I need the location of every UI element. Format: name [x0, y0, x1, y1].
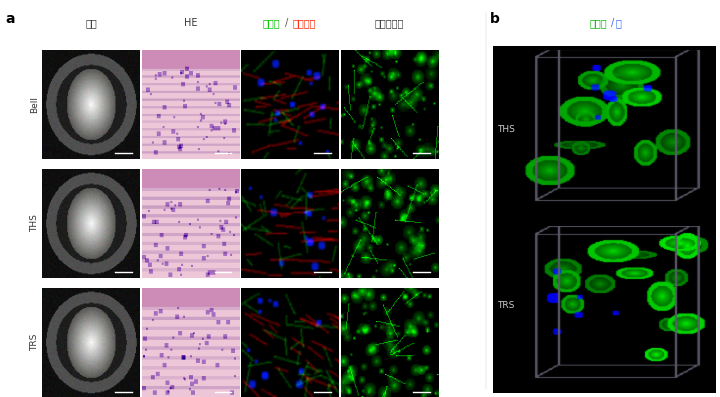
- Text: HE: HE: [184, 18, 197, 28]
- Text: THS: THS: [497, 125, 515, 133]
- Text: 外観: 外観: [86, 18, 97, 28]
- Text: a: a: [6, 12, 15, 26]
- Text: /: /: [611, 18, 614, 28]
- Bar: [493, 46, 716, 393]
- Text: コラーゲン: コラーゲン: [375, 18, 404, 28]
- Text: 細胞膜: 細胞膜: [263, 18, 281, 28]
- Text: THS: THS: [30, 214, 39, 232]
- Text: /: /: [284, 18, 288, 28]
- Text: 細胞膜: 細胞膜: [590, 18, 608, 28]
- Text: b: b: [490, 12, 500, 26]
- Text: TRS: TRS: [497, 301, 514, 310]
- Text: 細胞骨格: 細胞骨格: [293, 18, 316, 28]
- Text: Bell: Bell: [30, 96, 39, 113]
- Text: 核: 核: [616, 18, 622, 28]
- Text: TRS: TRS: [30, 334, 39, 351]
